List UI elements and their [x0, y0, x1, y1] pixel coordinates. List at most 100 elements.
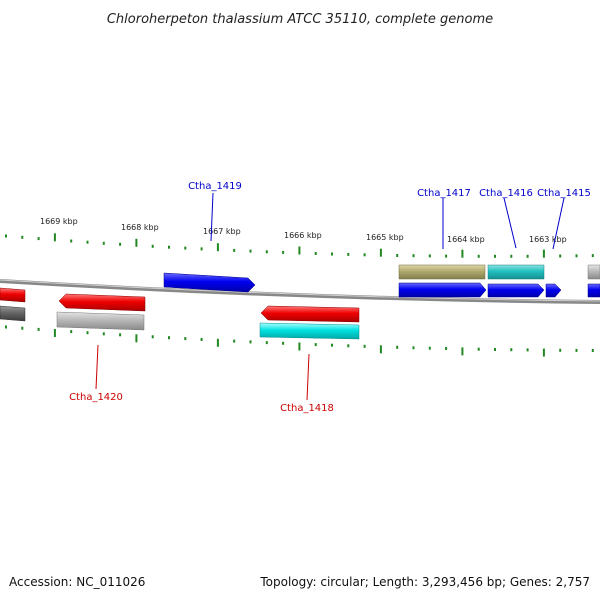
- feature-olive[interactable]: [398, 264, 486, 280]
- minor-tick: [363, 253, 366, 257]
- scale-label: 1669 kbp: [40, 217, 78, 226]
- gene-ctha-1415[interactable]: [545, 283, 562, 298]
- minor-tick: [151, 244, 154, 248]
- minor-tick: [445, 347, 448, 350]
- scale-label: 1668 kbp: [121, 223, 159, 232]
- minor-tick: [445, 254, 448, 258]
- minor-tick: [314, 252, 317, 255]
- major-tick: [461, 249, 464, 258]
- gene-label-ctha-1418[interactable]: Ctha_1418: [280, 403, 334, 414]
- outer-tick-ring: [5, 233, 594, 258]
- gene-ctha-1419[interactable]: [163, 272, 256, 293]
- accession-text: Accession: NC_011026: [9, 575, 145, 589]
- major-tick: [298, 342, 301, 351]
- major-tick: [53, 233, 56, 242]
- major-tick: [216, 338, 219, 347]
- reverse-strand-genes: [0, 287, 360, 323]
- major-tick: [461, 347, 464, 356]
- minor-tick: [5, 325, 7, 329]
- feature-cyan[interactable]: [259, 322, 360, 340]
- minor-tick: [282, 250, 285, 254]
- scale-label: 1664 kbp: [447, 235, 485, 244]
- minor-tick: [282, 341, 285, 345]
- gene-ctha-1416[interactable]: [487, 283, 545, 298]
- minor-tick: [510, 348, 513, 352]
- gene-ctha-1420[interactable]: [58, 293, 146, 312]
- scale-label: 1667 kbp: [203, 227, 241, 236]
- minor-tick: [591, 349, 594, 352]
- genome-summary-text: Topology: circular; Length: 3,293,456 bp…: [259, 575, 590, 589]
- minor-tick: [412, 254, 415, 258]
- minor-tick: [86, 331, 89, 335]
- map-title: Chloroherpeton thalassium ATCC 35110, co…: [107, 12, 493, 27]
- minor-tick: [494, 348, 496, 351]
- gene-labels: Ctha_1419 Ctha_1417 Ctha_1416 Ctha_1415 …: [69, 181, 591, 414]
- major-tick: [379, 345, 382, 354]
- major-tick: [216, 243, 219, 252]
- minor-tick: [168, 245, 170, 249]
- feature-gray[interactable]: [56, 311, 145, 331]
- minor-tick: [412, 346, 415, 350]
- minor-tick: [102, 332, 105, 336]
- minor-tick: [494, 254, 496, 258]
- minor-tick: [575, 254, 578, 258]
- minor-tick: [559, 254, 562, 258]
- minor-tick: [347, 344, 350, 348]
- feature-track-upper: [398, 264, 600, 280]
- major-tick: [135, 334, 138, 343]
- major-tick: [135, 238, 138, 247]
- minor-tick: [477, 347, 480, 351]
- minor-tick: [526, 254, 529, 258]
- gene-forward-right[interactable]: [587, 283, 600, 298]
- forward-strand-genes: [163, 272, 600, 298]
- major-tick: [542, 249, 545, 258]
- feature-gray-right[interactable]: [587, 264, 600, 280]
- major-tick: [542, 348, 545, 357]
- minor-tick: [5, 234, 7, 238]
- minor-tick: [591, 254, 594, 258]
- minor-tick: [21, 235, 24, 239]
- minor-tick: [526, 348, 529, 352]
- feature-track-lower: [0, 305, 360, 340]
- minor-tick: [331, 252, 333, 256]
- feature-teal[interactable]: [487, 264, 545, 280]
- minor-tick: [347, 252, 350, 256]
- minor-tick: [396, 345, 399, 349]
- minor-tick: [200, 247, 203, 251]
- genome-backbone: [0, 279, 600, 304]
- minor-tick: [428, 254, 431, 258]
- gene-ctha-1417[interactable]: [398, 282, 487, 298]
- minor-tick: [37, 327, 40, 331]
- gene-reverse-left[interactable]: [0, 287, 26, 303]
- scale-label: 1666 kbp: [284, 231, 322, 240]
- minor-tick: [233, 248, 236, 252]
- minor-tick: [265, 250, 268, 254]
- minor-tick: [184, 337, 187, 341]
- gene-label-ctha-1419[interactable]: Ctha_1419: [188, 181, 242, 192]
- gene-label-ctha-1416[interactable]: Ctha_1416: [479, 188, 533, 199]
- minor-tick: [184, 246, 187, 250]
- major-tick: [298, 246, 301, 255]
- minor-tick: [428, 346, 431, 350]
- feature-dark-gray-left[interactable]: [0, 305, 26, 322]
- gene-label-ctha-1415[interactable]: Ctha_1415: [537, 188, 591, 199]
- inner-tick-ring: [5, 325, 594, 357]
- gene-label-ctha-1420[interactable]: Ctha_1420: [69, 392, 123, 403]
- minor-tick: [559, 348, 562, 352]
- gene-ctha-1418[interactable]: [260, 305, 360, 323]
- minor-tick: [70, 330, 73, 334]
- minor-tick: [265, 341, 268, 345]
- minor-tick: [331, 343, 333, 347]
- minor-tick: [70, 239, 73, 243]
- minor-tick: [119, 333, 122, 337]
- minor-tick: [119, 242, 122, 246]
- scale-label: 1665 kbp: [366, 233, 404, 242]
- gene-label-ctha-1417[interactable]: Ctha_1417: [417, 188, 471, 199]
- minor-tick: [233, 339, 236, 343]
- minor-tick: [86, 240, 89, 244]
- minor-tick: [396, 254, 399, 257]
- minor-tick: [200, 338, 203, 341]
- major-tick: [379, 248, 382, 257]
- scale-labels: 1669 kbp 1668 kbp 1667 kbp 1666 kbp 1665…: [40, 217, 567, 244]
- minor-tick: [37, 237, 40, 241]
